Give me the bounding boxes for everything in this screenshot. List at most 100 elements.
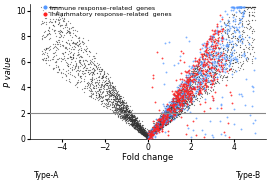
Point (90, 78, 94, 81)
Point (52, 67, 57, 70)
Point (151, 128, 155, 131)
Point (176, 98, 181, 101)
Point (122, 104, 127, 107)
Point (219, 68, 223, 71)
Point (104, 81, 108, 84)
Point (59, 34, 63, 37)
Point (174, 94, 178, 97)
Point (178, 98, 183, 101)
Point (168, 110, 173, 113)
Point (48, 32, 52, 35)
Point (210, 35, 214, 38)
Point (127, 116, 131, 119)
Point (92, 56, 96, 59)
Point (152, 129, 156, 132)
Point (192, 74, 197, 77)
Point (173, 110, 177, 113)
Point (203, 41, 208, 44)
Point (200, 81, 204, 84)
Point (140, 129, 144, 132)
Point (132, 120, 136, 123)
Point (199, 71, 203, 74)
Point (124, 114, 129, 117)
Point (70, 35, 74, 38)
Point (99, 77, 103, 80)
Point (100, 97, 104, 100)
Point (134, 124, 139, 127)
Point (46, 5, 50, 8)
Point (140, 127, 145, 130)
Point (208, 71, 212, 74)
Point (168, 114, 173, 117)
Point (151, 132, 156, 134)
Point (76, 45, 80, 48)
Point (114, 93, 119, 96)
Point (119, 109, 123, 112)
Point (190, 76, 194, 78)
Point (150, 131, 154, 134)
Point (174, 89, 179, 92)
Point (179, 103, 183, 106)
Point (114, 110, 119, 113)
Point (156, 128, 160, 131)
Point (124, 114, 129, 117)
Point (192, 65, 197, 68)
Point (174, 102, 179, 105)
Point (239, 5, 243, 8)
Point (187, 96, 192, 99)
Point (185, 85, 190, 88)
Point (201, 80, 205, 83)
Point (154, 127, 158, 130)
Point (55, 41, 59, 44)
Point (190, 79, 194, 82)
Point (99, 70, 103, 73)
Point (211, 79, 216, 82)
Point (168, 105, 172, 108)
Point (236, 23, 241, 26)
Point (143, 129, 147, 132)
Point (152, 129, 156, 132)
Point (63, 11, 68, 14)
Point (116, 94, 121, 97)
Point (202, 90, 206, 93)
Point (78, 69, 83, 72)
Point (165, 107, 169, 110)
Point (168, 112, 172, 115)
Point (180, 93, 185, 96)
Point (182, 98, 186, 101)
Point (190, 93, 194, 96)
Point (155, 128, 159, 131)
Point (175, 108, 179, 110)
Point (68, 43, 72, 46)
Point (71, 57, 75, 60)
Point (189, 94, 194, 97)
Point (92, 68, 96, 71)
Point (170, 109, 175, 112)
Point (183, 107, 187, 110)
Point (180, 95, 184, 98)
Point (157, 119, 162, 122)
Point (59, 57, 63, 60)
Point (138, 127, 142, 130)
Point (71, 26, 75, 29)
Point (122, 109, 126, 112)
Point (146, 135, 150, 138)
Point (225, 69, 229, 72)
Point (199, 78, 203, 81)
Point (194, 75, 198, 78)
Point (151, 131, 155, 134)
Point (123, 109, 127, 112)
Point (137, 127, 142, 130)
Point (166, 107, 170, 110)
Point (194, 91, 198, 94)
Point (65, 30, 69, 33)
Point (238, 38, 242, 41)
Point (218, 52, 223, 55)
Point (59, 71, 64, 74)
Point (81, 36, 85, 39)
Point (97, 87, 101, 90)
Point (127, 119, 132, 122)
Point (144, 133, 148, 136)
Point (107, 78, 111, 81)
Point (200, 87, 204, 90)
